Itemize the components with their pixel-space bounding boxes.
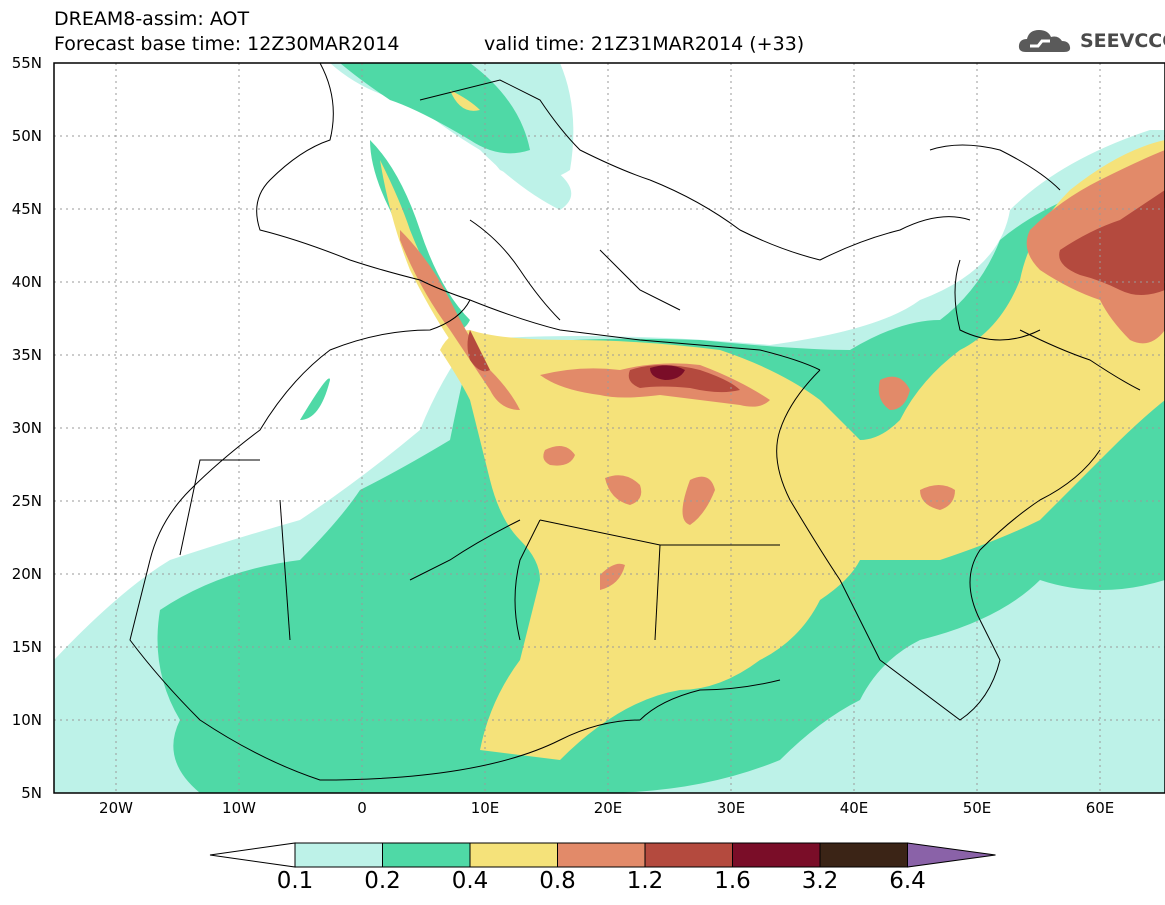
lon-label: 60E bbox=[1085, 799, 1115, 817]
legend-arrow-low bbox=[209, 842, 296, 868]
legend-label: 1.6 bbox=[714, 868, 751, 894]
legend-label: 3.2 bbox=[801, 868, 839, 894]
lon-label: 30E bbox=[716, 799, 746, 817]
lat-label: 25N bbox=[11, 492, 42, 510]
lat-label: 20N bbox=[11, 565, 42, 583]
lat-label: 45N bbox=[11, 200, 42, 218]
valid-time: valid time: 21Z31MAR2014 (+33) bbox=[484, 33, 805, 55]
lon-label: 10W bbox=[222, 799, 256, 817]
coastlines bbox=[129, 63, 1141, 781]
lat-label: 10N bbox=[11, 711, 42, 729]
lon-label: 20W bbox=[99, 799, 133, 817]
forecast-base-time: Forecast base time: 12Z30MAR2014 bbox=[54, 33, 400, 55]
legend-swatch bbox=[732, 842, 821, 868]
aot-fields bbox=[54, 63, 1165, 793]
legend-swatch bbox=[819, 842, 908, 868]
map-frame bbox=[53, 62, 1165, 794]
lat-label: 55N bbox=[11, 54, 42, 72]
legend-swatch bbox=[469, 842, 558, 868]
legend-swatch bbox=[294, 842, 383, 868]
legend-swatch bbox=[557, 842, 646, 868]
legend-swatch bbox=[644, 842, 733, 868]
legend-label: 6.4 bbox=[889, 868, 926, 894]
map-gridlines bbox=[54, 63, 1165, 793]
legend-label: 0.8 bbox=[539, 868, 576, 894]
lon-label: 40E bbox=[839, 799, 869, 817]
lat-label: 50N bbox=[11, 127, 42, 145]
legend-label: 0.1 bbox=[276, 868, 314, 894]
lon-label: 20E bbox=[593, 799, 623, 817]
lat-label: 40N bbox=[11, 273, 42, 291]
cloud-icon bbox=[1018, 30, 1071, 52]
lat-label: 15N bbox=[11, 638, 42, 656]
seevccc-logo: SEEVCCC bbox=[1016, 24, 1165, 58]
lat-label: 5N bbox=[21, 784, 42, 802]
aot-1.6-3.2 bbox=[650, 365, 685, 380]
logo-text: SEEVCCC bbox=[1080, 30, 1165, 52]
legend-label: 1.2 bbox=[626, 868, 664, 894]
legend-swatch bbox=[382, 842, 471, 868]
lat-label: 35N bbox=[11, 346, 42, 364]
lon-label: 0 bbox=[357, 799, 367, 817]
lon-label: 50E bbox=[962, 799, 992, 817]
lat-label: 30N bbox=[11, 419, 42, 437]
map-title: DREAM8-assim: AOT bbox=[54, 8, 250, 30]
legend-label: 0.4 bbox=[451, 868, 489, 894]
lon-label: 10E bbox=[470, 799, 500, 817]
legend-arrow-high bbox=[907, 842, 996, 868]
legend-label: 0.2 bbox=[364, 868, 401, 894]
